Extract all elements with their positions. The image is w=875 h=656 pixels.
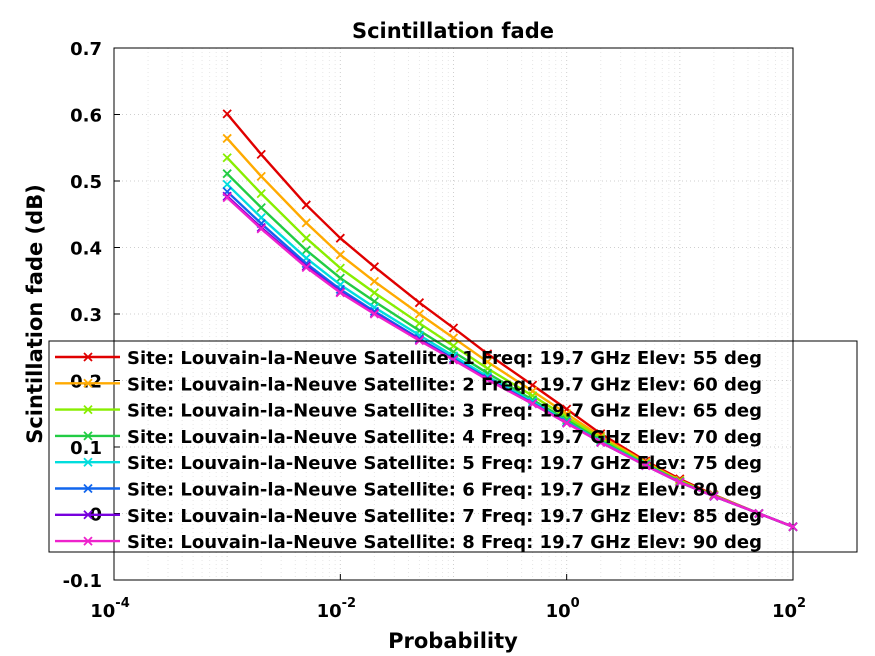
legend-entry: Site: Louvain-la-Neuve Satellite: 6 Freq…	[55, 480, 762, 501]
legend-entry: Site: Louvain-la-Neuve Satellite: 8 Freq…	[55, 532, 762, 553]
legend-entry: Site: Louvain-la-Neuve Satellite: 7 Freq…	[55, 506, 762, 527]
legend-label: Site: Louvain-la-Neuve Satellite: 7 Freq…	[127, 506, 762, 527]
data-point-marker	[675, 477, 685, 487]
data-point-marker	[256, 149, 266, 160]
data-point-marker	[335, 233, 345, 243]
data-point-marker	[222, 192, 232, 203]
legend-marker-swatch	[83, 536, 93, 546]
legend: Site: Louvain-la-Neuve Satellite: 1 Freq…	[48, 340, 858, 553]
data-point-marker	[369, 309, 380, 319]
x-axis-title: Probability	[388, 629, 518, 653]
data-point-marker	[256, 202, 266, 213]
data-point-marker	[301, 262, 311, 273]
legend-marker-swatch	[83, 404, 93, 415]
data-point-marker	[335, 250, 345, 260]
data-point-marker	[335, 273, 345, 283]
legend-marker-swatch	[83, 457, 93, 467]
legend-label: Site: Louvain-la-Neuve Satellite: 4 Freq…	[127, 427, 762, 448]
data-point-marker	[335, 263, 345, 273]
legend-marker-swatch	[83, 510, 93, 520]
data-point-marker	[448, 355, 459, 365]
y-tick-label: 0.3	[70, 305, 102, 326]
legend-entry: Site: Louvain-la-Neuve Satellite: 1 Freq…	[55, 348, 762, 369]
data-point-marker	[222, 109, 232, 119]
data-point-marker	[414, 298, 425, 308]
data-point-marker	[222, 153, 232, 163]
y-axis-title: Scintillation fade (dB)	[23, 184, 47, 444]
data-point-marker	[788, 522, 798, 532]
legend-entry: Site: Louvain-la-Neuve Satellite: 5 Freq…	[55, 453, 762, 474]
data-point-marker	[482, 375, 493, 385]
data-point-marker	[482, 357, 493, 367]
axis-ticks: -0.100.10.20.30.40.50.60.710-4 10-2 100 102	[63, 39, 806, 622]
y-tick-label: -0.1	[63, 571, 102, 592]
legend-label: Site: Louvain-la-Neuve Satellite: 3 Freq…	[127, 401, 762, 422]
y-tick-label: 0.5	[70, 172, 102, 193]
legend-label: Site: Louvain-la-Neuve Satellite: 2 Freq…	[127, 374, 762, 395]
data-point-marker	[527, 399, 538, 409]
series-8	[222, 192, 798, 532]
data-point-marker	[414, 318, 425, 328]
legend-label: Site: Louvain-la-Neuve Satellite: 6 Freq…	[127, 480, 762, 501]
grid	[114, 48, 793, 580]
data-point-marker	[754, 508, 764, 519]
data-point-marker	[301, 245, 311, 255]
legend-entry: Site: Louvain-la-Neuve Satellite: 3 Freq…	[55, 401, 762, 422]
y-tick-label: 0.4	[70, 239, 102, 260]
y-tick-label: 0.1	[70, 438, 102, 459]
data-point-marker	[301, 218, 311, 228]
legend-label: Site: Louvain-la-Neuve Satellite: 1 Freq…	[127, 348, 762, 369]
data-point-marker	[301, 200, 311, 210]
legend-box	[48, 340, 858, 553]
legend-label: Site: Louvain-la-Neuve Satellite: 8 Freq…	[127, 532, 762, 553]
data-point-marker	[301, 233, 311, 243]
series-line	[226, 196, 794, 528]
data-point-marker	[448, 323, 459, 333]
data-point-marker	[256, 171, 266, 181]
y-tick-label: 0.7	[70, 39, 102, 60]
data-point-marker	[369, 288, 380, 298]
data-point-marker	[222, 169, 232, 179]
legend-entry: Site: Louvain-la-Neuve Satellite: 4 Freq…	[55, 427, 762, 448]
data-point-marker	[222, 133, 232, 144]
data-point-marker	[256, 224, 266, 234]
legend-marker-swatch	[83, 378, 93, 388]
data-point-marker	[482, 349, 493, 359]
data-point-marker	[641, 460, 651, 471]
data-series	[222, 109, 798, 532]
y-tick-label: 0.6	[70, 106, 102, 127]
data-point-marker	[256, 188, 266, 199]
data-point-marker	[222, 179, 232, 189]
legend-label: Site: Louvain-la-Neuve Satellite: 5 Freq…	[127, 453, 762, 474]
data-point-marker	[562, 418, 572, 428]
data-point-marker	[369, 262, 380, 272]
data-point-marker	[335, 288, 345, 298]
chart-title: Scintillation fade	[352, 19, 554, 43]
data-point-marker	[596, 437, 606, 447]
data-point-marker	[709, 491, 719, 501]
legend-marker-swatch	[83, 352, 93, 362]
legend-marker-swatch	[83, 431, 93, 441]
legend-entry: Site: Louvain-la-Neuve Satellite: 2 Freq…	[55, 374, 762, 395]
data-point-marker	[414, 309, 425, 319]
data-point-marker	[369, 276, 380, 287]
legend-marker-swatch	[83, 483, 93, 494]
